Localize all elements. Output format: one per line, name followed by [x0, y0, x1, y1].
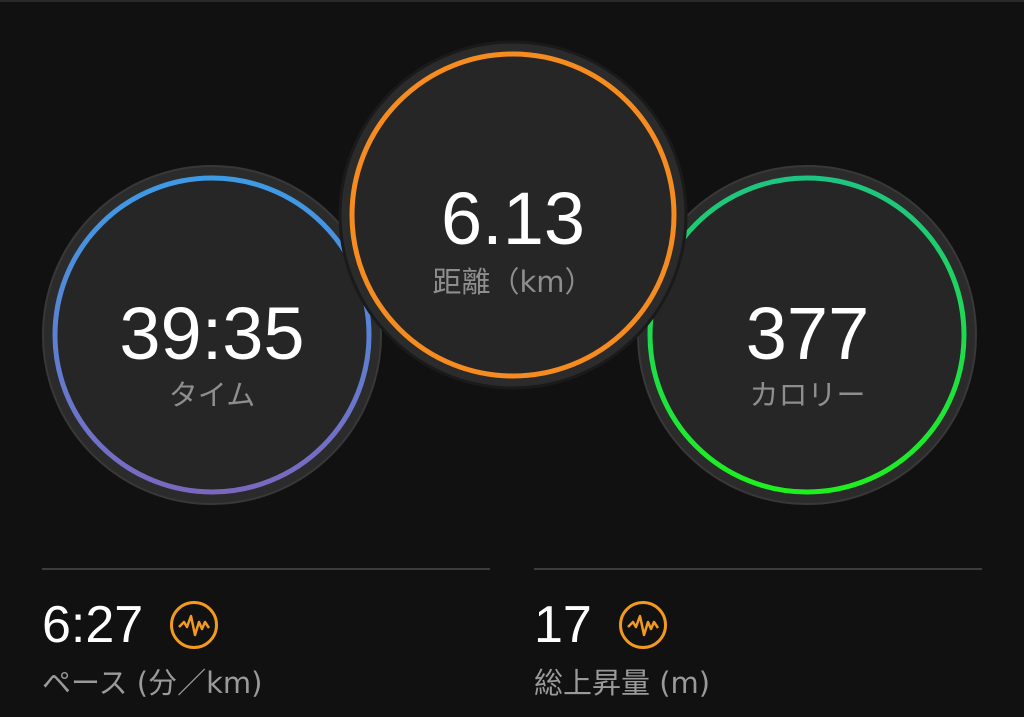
calories-circle[interactable]: 377 カロリー [635, 165, 980, 505]
calories-label: カロリー [749, 378, 866, 412]
time-value: 39:35 [119, 292, 305, 375]
elevation-value: 17 [534, 596, 592, 654]
divider [534, 568, 982, 570]
pace-stat: 6:27 ペース (分／km) [42, 568, 490, 702]
time-ring [42, 165, 382, 505]
time-circle[interactable]: 39:35 タイム [42, 165, 382, 505]
distance-value: 6.13 [440, 177, 586, 260]
activity-pulse-icon[interactable] [618, 600, 668, 650]
pace-label: ペース (分／km) [42, 666, 263, 700]
activity-pulse-icon[interactable] [169, 600, 219, 650]
time-label: タイム [168, 378, 256, 412]
top-border [0, 0, 1024, 2]
elevation-stat: 17 総上昇量 (m) [534, 568, 982, 702]
calories-value: 377 [745, 292, 870, 375]
pace-value: 6:27 [42, 596, 144, 654]
distance-label: 距離（km） [432, 265, 594, 299]
distance-circle[interactable]: 6.13 距離（km） [338, 40, 688, 390]
distance-ring [338, 40, 688, 390]
elevation-label: 総上昇量 (m) [534, 666, 711, 700]
calories-ring [637, 165, 977, 505]
divider [42, 568, 490, 570]
